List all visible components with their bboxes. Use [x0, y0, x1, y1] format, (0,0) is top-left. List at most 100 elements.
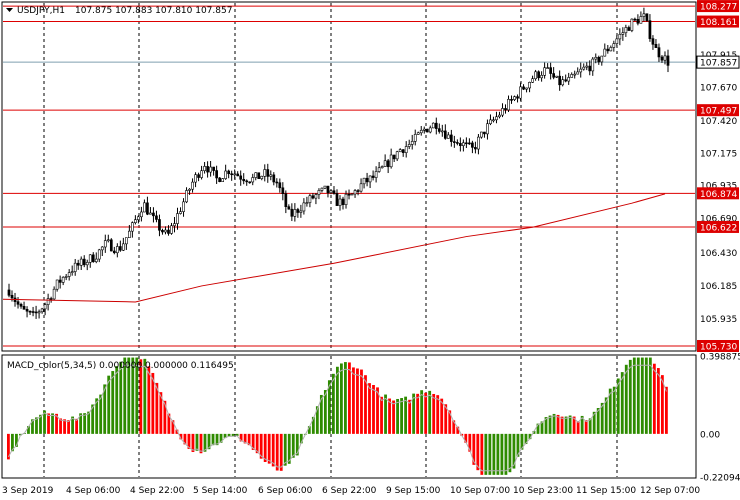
- macd-bar: [327, 380, 331, 434]
- candle-body: [227, 170, 231, 175]
- candle-body: [534, 71, 537, 80]
- candle-body: [284, 193, 288, 207]
- candle-body: [335, 193, 339, 206]
- candle-body: [386, 160, 390, 168]
- macd-bar: [83, 413, 87, 434]
- macd-bar: [335, 366, 339, 434]
- candle-body: [564, 79, 568, 82]
- macd-bar: [107, 375, 111, 434]
- candle-body: [468, 142, 471, 145]
- macd-bar: [380, 396, 383, 434]
- candle-body: [266, 169, 270, 177]
- candles: [7, 7, 670, 319]
- candle-body: [597, 56, 601, 63]
- macd-bar: [71, 416, 75, 434]
- macd-bar: [291, 433, 295, 458]
- candle-body: [594, 56, 598, 60]
- time-label: 12 Sep 07:00: [640, 486, 700, 496]
- macd-bar: [520, 433, 524, 450]
- macd-bar: [135, 357, 139, 434]
- candle-body: [443, 130, 447, 139]
- time-label: 6 Sep 22:00: [322, 486, 377, 496]
- macd-bar: [372, 384, 375, 434]
- macd-bar: [636, 357, 640, 434]
- candle-body: [121, 243, 125, 251]
- macd-bar: [400, 398, 403, 434]
- candle-body: [528, 81, 531, 89]
- macd-bar: [568, 415, 572, 434]
- candle-body: [642, 13, 646, 17]
- candle-body: [492, 119, 495, 122]
- price-label: 106.622: [700, 223, 737, 233]
- candle-body: [648, 20, 652, 39]
- candle-body: [465, 142, 468, 145]
- candle-body: [621, 32, 625, 35]
- macd-bar: [548, 415, 552, 434]
- candle-body: [115, 246, 119, 254]
- macd-bar: [283, 433, 287, 466]
- candle-body: [663, 55, 667, 61]
- macd-signal-line: [7, 364, 667, 472]
- candle-body: [329, 190, 333, 194]
- macd-bar: [572, 416, 576, 434]
- macd-bar: [203, 433, 207, 452]
- macd-bar: [352, 367, 355, 434]
- macd-bar: [516, 433, 520, 457]
- candle-body: [88, 254, 92, 263]
- macd-bar: [195, 433, 199, 451]
- candle-body: [311, 195, 315, 199]
- candle-body: [582, 66, 586, 70]
- macd-bar: [87, 411, 91, 434]
- candle-body: [549, 67, 552, 74]
- candle-body: [504, 108, 507, 111]
- candle-body: [248, 181, 252, 184]
- candle-body: [440, 130, 444, 133]
- candle-body: [224, 170, 228, 179]
- candle-body: [660, 56, 664, 61]
- dropdown-triangle-icon[interactable]: [6, 8, 13, 12]
- candle-body: [591, 58, 595, 72]
- candle-body: [245, 180, 249, 183]
- macd-bar: [223, 433, 227, 439]
- macd-bar: [624, 364, 628, 434]
- candle-body: [272, 174, 276, 183]
- candle-body: [633, 18, 637, 21]
- macd-bar: [151, 372, 155, 434]
- macd-bar: [388, 398, 391, 434]
- price-label: 107.175: [700, 150, 737, 160]
- candle-body: [501, 108, 504, 116]
- candle-body: [456, 142, 459, 144]
- price-label: 106.185: [700, 282, 737, 292]
- candle-body: [609, 47, 613, 52]
- price-label-box: [697, 104, 739, 117]
- candle-body: [320, 187, 324, 191]
- macd-bar: [376, 387, 379, 434]
- candle-body: [52, 288, 56, 300]
- macd-bar: [91, 404, 95, 434]
- candle-body: [543, 67, 546, 76]
- macd-bar: [660, 375, 664, 434]
- candle-body: [645, 13, 649, 21]
- macd-bar: [271, 433, 275, 467]
- macd-bar: [604, 397, 608, 434]
- price-label: 106.430: [700, 249, 737, 259]
- macd-bar: [127, 357, 131, 434]
- candle-body: [293, 209, 297, 217]
- macd-bar: [19, 433, 22, 436]
- price-axis: 108.277108.161107.915107.857107.670107.4…: [696, 0, 740, 484]
- macd-bar: [167, 413, 171, 434]
- candle-body: [513, 96, 516, 100]
- candle-body: [359, 183, 363, 192]
- candle-body: [474, 147, 477, 150]
- macd-bar: [552, 413, 556, 434]
- macd-bar: [243, 433, 247, 444]
- indicator-panel-frame: [1, 354, 697, 479]
- price-label-box: [697, 339, 739, 352]
- macd-bar: [119, 361, 123, 434]
- macd-bar: [420, 390, 424, 434]
- time-axis: 3 Sep 2019 4 Sep 06:00 4 Sep 22:00 5 Sep 14…: [2, 486, 700, 496]
- macd-bar: [468, 433, 472, 452]
- candle-body: [260, 175, 264, 179]
- candle-body: [410, 141, 414, 145]
- candle-body: [567, 77, 571, 82]
